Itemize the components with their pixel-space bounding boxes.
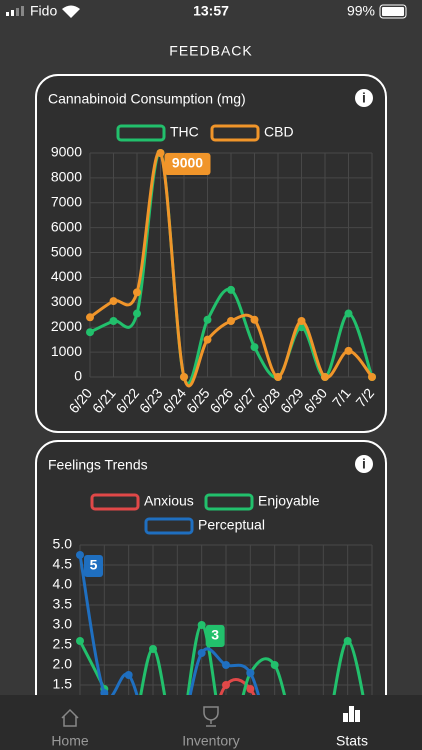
data-point	[124, 671, 133, 679]
data-point	[203, 335, 212, 344]
legend-label: Enjoyable	[258, 493, 320, 509]
data-point	[344, 309, 353, 318]
data-point	[222, 681, 230, 689]
data-point	[368, 373, 376, 381]
data-label: 5	[90, 557, 98, 573]
data-label-box	[164, 153, 211, 175]
signal	[6, 6, 24, 16]
data-point	[133, 288, 141, 297]
data-point	[203, 315, 212, 324]
data-point	[197, 621, 206, 629]
data-point	[156, 149, 165, 157]
info-glyph: i	[362, 90, 366, 106]
info-button[interactable]	[355, 455, 373, 473]
y-tick-label: 9000	[51, 144, 82, 160]
card	[35, 440, 387, 750]
data-point	[246, 685, 255, 693]
y-tick-label: 1000	[51, 343, 82, 359]
y-tick-label: 4000	[51, 268, 82, 284]
inventory-icon	[203, 706, 219, 727]
battery-icon	[379, 4, 407, 19]
y-tick-label: 2.0	[53, 656, 73, 672]
clock: 13:57	[193, 3, 229, 19]
data-point	[197, 649, 206, 657]
data-point	[274, 373, 282, 381]
info-glyph: i	[362, 456, 366, 472]
data-point	[86, 313, 94, 322]
data-point	[250, 343, 259, 352]
y-tick-label: 8000	[51, 169, 82, 185]
y-tick-label: 1.5	[53, 676, 73, 692]
data-point	[109, 297, 118, 306]
tab-label[interactable]: Stats	[336, 733, 368, 749]
y-tick-label: 5000	[51, 243, 82, 259]
carrier: Fido	[30, 3, 57, 19]
info-button[interactable]	[355, 89, 373, 107]
data-point	[76, 551, 84, 559]
data-point	[180, 373, 188, 381]
y-tick-label: 3.0	[53, 616, 73, 632]
data-label-box	[84, 555, 103, 577]
y-tick-label: 6000	[51, 218, 82, 234]
data-point	[149, 645, 157, 653]
data-point	[133, 309, 141, 318]
legend-label: Anxious	[144, 493, 194, 509]
data-point	[270, 661, 279, 669]
legend-swatch	[210, 124, 260, 142]
home-icon	[61, 708, 79, 727]
y-tick-label: 4.0	[53, 576, 73, 592]
data-point	[222, 661, 230, 669]
page-title: FEEDBACK	[169, 43, 252, 59]
legend-swatch	[90, 493, 140, 511]
y-tick-label: 4.5	[53, 556, 73, 572]
data-point	[109, 317, 118, 325]
data-point	[343, 637, 352, 645]
y-tick-label: 3.5	[53, 596, 73, 612]
y-tick-label: 2.5	[53, 636, 73, 652]
legend-label: THC	[170, 124, 199, 140]
card	[35, 74, 387, 433]
card-title: Feelings Trends	[48, 457, 148, 473]
battery-fill	[382, 7, 404, 16]
battery-level: 99%	[347, 3, 375, 19]
legend-label: Perceptual	[198, 517, 265, 533]
data-point	[246, 669, 255, 677]
tab-bar: Home Inventory Stats	[0, 695, 422, 750]
data-point	[344, 346, 353, 355]
series-line	[89, 150, 374, 388]
tab-label[interactable]: Home	[51, 733, 89, 749]
legend-swatch	[144, 517, 194, 535]
data-point	[250, 315, 259, 324]
data-point	[76, 637, 84, 645]
y-tick-label: 2000	[51, 318, 82, 334]
data-label: 3	[211, 627, 219, 643]
data-label-box	[205, 625, 225, 647]
data-point	[297, 317, 306, 325]
stats-icon	[343, 706, 360, 722]
legend-swatch	[116, 124, 166, 142]
data-point	[297, 323, 306, 332]
data-point	[227, 317, 235, 325]
data-point	[321, 373, 329, 381]
data-point	[86, 328, 94, 337]
y-tick-label: 5.0	[53, 536, 73, 552]
y-tick-label: 3000	[51, 293, 82, 309]
tab-label[interactable]: Inventory	[182, 733, 240, 749]
card-title: Cannabinoid Consumption (mg)	[48, 91, 246, 107]
legend-label: CBD	[264, 124, 294, 140]
data-point	[227, 285, 235, 294]
data-label: 9000	[172, 155, 203, 171]
wifi-icon	[62, 5, 80, 18]
y-tick-label: 0	[74, 368, 82, 384]
legend-swatch	[204, 493, 254, 511]
y-tick-label: 7000	[51, 193, 82, 209]
